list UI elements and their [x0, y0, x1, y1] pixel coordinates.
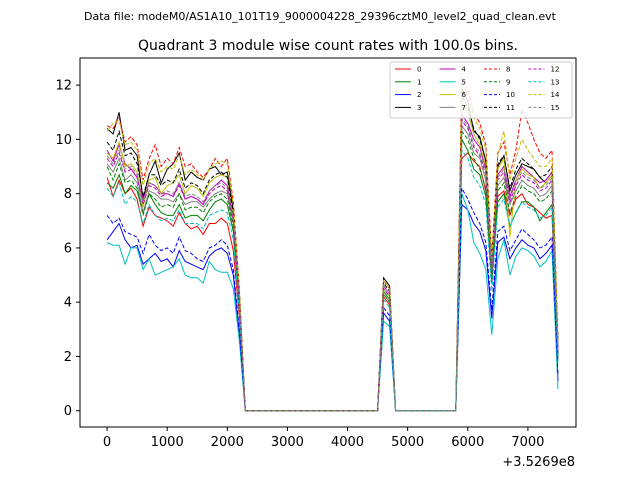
legend-label-2: 2: [417, 91, 421, 99]
legend-label-3: 3: [417, 104, 421, 112]
legend-label-15: 15: [551, 104, 560, 112]
x-tick-label: 5000: [391, 435, 424, 450]
x-axis: 0 1000 2000 3000 4000 5000 6000 7000: [103, 427, 544, 450]
x-tick-label: 0: [103, 435, 111, 450]
x-tick-label: 3000: [271, 435, 304, 450]
x-tick-label: 4000: [331, 435, 364, 450]
series-line-13: [106, 148, 559, 412]
y-tick-label: 0: [64, 404, 72, 419]
y-tick-label: 4: [64, 296, 72, 311]
legend-label-14: 14: [551, 91, 560, 99]
x-tick-label: 2000: [211, 435, 244, 450]
legend-label-12: 12: [551, 66, 560, 74]
legend-label-7: 7: [462, 104, 466, 112]
chart-suptitle: Data file: modeM0/AS1A10_101T19_90000042…: [84, 10, 557, 23]
legend-label-13: 13: [551, 78, 560, 86]
y-tick-label: 10: [55, 133, 72, 148]
plot-lines: [106, 76, 559, 412]
legend-label-4: 4: [462, 66, 467, 74]
legend-label-0: 0: [417, 66, 421, 74]
legend-frame: [389, 61, 573, 119]
x-axis-offset-label: +3.5269e8: [502, 455, 575, 470]
series-line-10: [106, 186, 559, 412]
y-tick-label: 6: [64, 241, 72, 256]
legend-label-11: 11: [506, 104, 515, 112]
y-tick-label: 12: [55, 79, 72, 94]
x-tick-label: 6000: [451, 435, 484, 450]
chart-title: Quadrant 3 module wise count rates with …: [138, 38, 518, 54]
x-tick-label: 7000: [511, 435, 544, 450]
legend-label-1: 1: [417, 78, 421, 86]
legend-label-10: 10: [506, 91, 515, 99]
legend-label-8: 8: [506, 66, 510, 74]
y-tick-label: 2: [64, 350, 72, 365]
legend-label-6: 6: [462, 91, 467, 99]
plot-frame: [79, 57, 577, 428]
legend-label-5: 5: [462, 78, 466, 86]
y-axis: 0 2 4 6 8 10 12: [55, 79, 80, 419]
y-tick-label: 8: [64, 187, 72, 202]
x-tick-label: 1000: [151, 435, 184, 450]
legend-label-9: 9: [506, 78, 510, 86]
series-line-15: [106, 116, 559, 412]
